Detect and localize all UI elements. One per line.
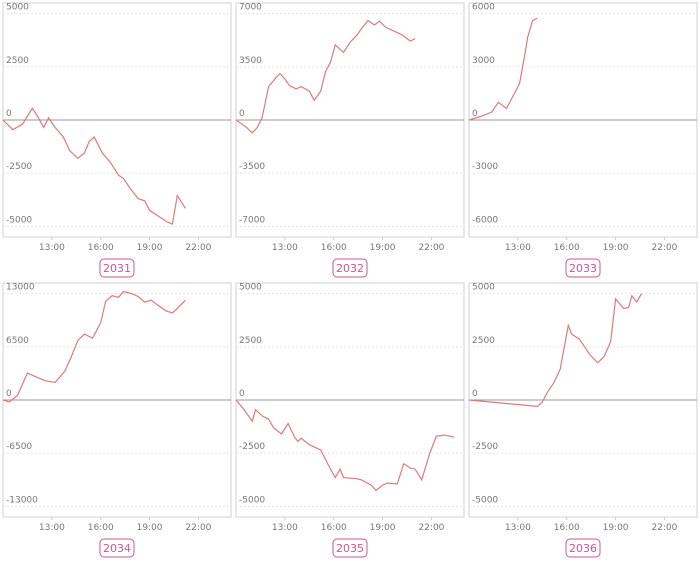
- data-line: [235, 399, 455, 492]
- year-tag-box[interactable]: [332, 258, 368, 278]
- y-tick-label: -7000: [239, 215, 265, 225]
- year-tag-label[interactable]: 2035: [336, 542, 364, 555]
- year-tag-box[interactable]: [332, 538, 368, 558]
- data-line: [2, 107, 186, 226]
- x-tick-label: 16:00: [554, 523, 580, 533]
- x-tick-label: 16:00: [554, 243, 580, 253]
- y-tick-label: 0: [472, 389, 478, 399]
- x-tick-label: 13:00: [39, 243, 65, 253]
- x-tick-label: 22:00: [418, 523, 444, 533]
- year-tag-label[interactable]: 2031: [103, 262, 131, 275]
- x-tick-label: 16:00: [321, 523, 347, 533]
- y-tick-label: 0: [6, 389, 12, 399]
- x-tick-label: 22:00: [418, 243, 444, 253]
- y-tick-label: -2500: [239, 442, 265, 452]
- y-tick-label: 2500: [239, 336, 262, 346]
- x-tick-label: 13:00: [272, 523, 298, 533]
- y-tick-label: 3000: [472, 56, 495, 66]
- chart-panel: -6000 -3000 0 3000 6000 13:00 16:00 19:00 22:00 2…: [468, 2, 698, 278]
- x-tick-label: 22:00: [651, 523, 677, 533]
- y-tick-label: 6500: [6, 336, 29, 346]
- year-tag-label[interactable]: 2033: [569, 262, 597, 275]
- y-tick-label: 2500: [6, 56, 29, 66]
- x-tick-label: 19:00: [603, 243, 629, 253]
- x-tick-label: 19:00: [137, 523, 163, 533]
- data-line: [235, 19, 416, 134]
- y-tick-label: 6000: [472, 3, 495, 13]
- chart-panel: -5000 -2500 0 2500 5000 13:00 16:00 19:00 22:00 2…: [235, 282, 465, 558]
- year-tag[interactable]: 2031: [99, 258, 135, 278]
- x-tick-label: 13:00: [505, 523, 531, 533]
- y-tick-label: -13000: [6, 495, 38, 505]
- year-tag-box[interactable]: [565, 258, 601, 278]
- data-line: [2, 290, 186, 403]
- x-tick-label: 16:00: [88, 523, 114, 533]
- y-tick-label: 0: [239, 109, 245, 119]
- x-tick-label: 22:00: [185, 523, 211, 533]
- x-tick-label: 16:00: [88, 243, 114, 253]
- year-tag-box[interactable]: [99, 258, 135, 278]
- y-tick-label: -5000: [6, 215, 32, 225]
- y-tick-label: -5000: [239, 495, 265, 505]
- y-tick-label: -3000: [472, 162, 498, 172]
- y-tick-label: -2500: [6, 162, 32, 172]
- y-tick-label: 5000: [239, 283, 262, 293]
- x-tick-label: 22:00: [651, 243, 677, 253]
- y-tick-label: 13000: [6, 283, 35, 293]
- year-tag-box[interactable]: [99, 538, 135, 558]
- x-tick-label: 13:00: [39, 523, 65, 533]
- year-tag-label[interactable]: 2036: [569, 542, 597, 555]
- data-line: [468, 293, 643, 408]
- x-tick-label: 19:00: [137, 243, 163, 253]
- year-tag[interactable]: 2035: [332, 538, 368, 558]
- y-tick-label: 0: [239, 389, 245, 399]
- x-tick-label: 13:00: [505, 243, 531, 253]
- y-tick-label: 7000: [239, 3, 262, 13]
- x-tick-label: 19:00: [370, 243, 396, 253]
- year-tag[interactable]: 2033: [565, 258, 601, 278]
- y-tick-label: -6000: [472, 215, 498, 225]
- data-line: [468, 17, 538, 121]
- chart-panel: -5000 -2500 0 2500 5000 13:00 16:00 19:00 22:00 2…: [468, 282, 698, 558]
- x-tick-label: 16:00: [321, 243, 347, 253]
- x-tick-label: 22:00: [185, 243, 211, 253]
- y-tick-label: 2500: [472, 336, 495, 346]
- chart-panel: -13000 -6500 0 6500 13000 13:00 16:00 19:00 22:0…: [2, 282, 232, 558]
- y-tick-label: 5000: [472, 283, 495, 293]
- chart-panel: -7000 -3500 0 3500 7000 13:00 16:00 19:00 22:00 2…: [235, 2, 465, 278]
- y-tick-label: 0: [472, 109, 478, 119]
- year-tag-label[interactable]: 2032: [336, 262, 364, 275]
- year-tag[interactable]: 2034: [99, 538, 135, 558]
- year-tag-label[interactable]: 2034: [103, 542, 131, 555]
- year-tag[interactable]: 2032: [332, 258, 368, 278]
- x-tick-label: 13:00: [272, 243, 298, 253]
- x-tick-label: 19:00: [370, 523, 396, 533]
- chart-panel: -5000 -2500 0 2500 5000 13:00 16:00 19:00 22:00 2…: [2, 2, 232, 278]
- y-tick-label: -6500: [6, 442, 32, 452]
- y-tick-label: -3500: [239, 162, 265, 172]
- y-tick-label: -5000: [472, 495, 498, 505]
- y-tick-label: 3500: [239, 56, 262, 66]
- year-tag[interactable]: 2036: [565, 538, 601, 558]
- y-tick-label: -2500: [472, 442, 498, 452]
- x-tick-label: 19:00: [603, 523, 629, 533]
- year-tag-box[interactable]: [565, 538, 601, 558]
- y-tick-label: 5000: [6, 3, 29, 13]
- y-tick-label: 0: [6, 109, 12, 119]
